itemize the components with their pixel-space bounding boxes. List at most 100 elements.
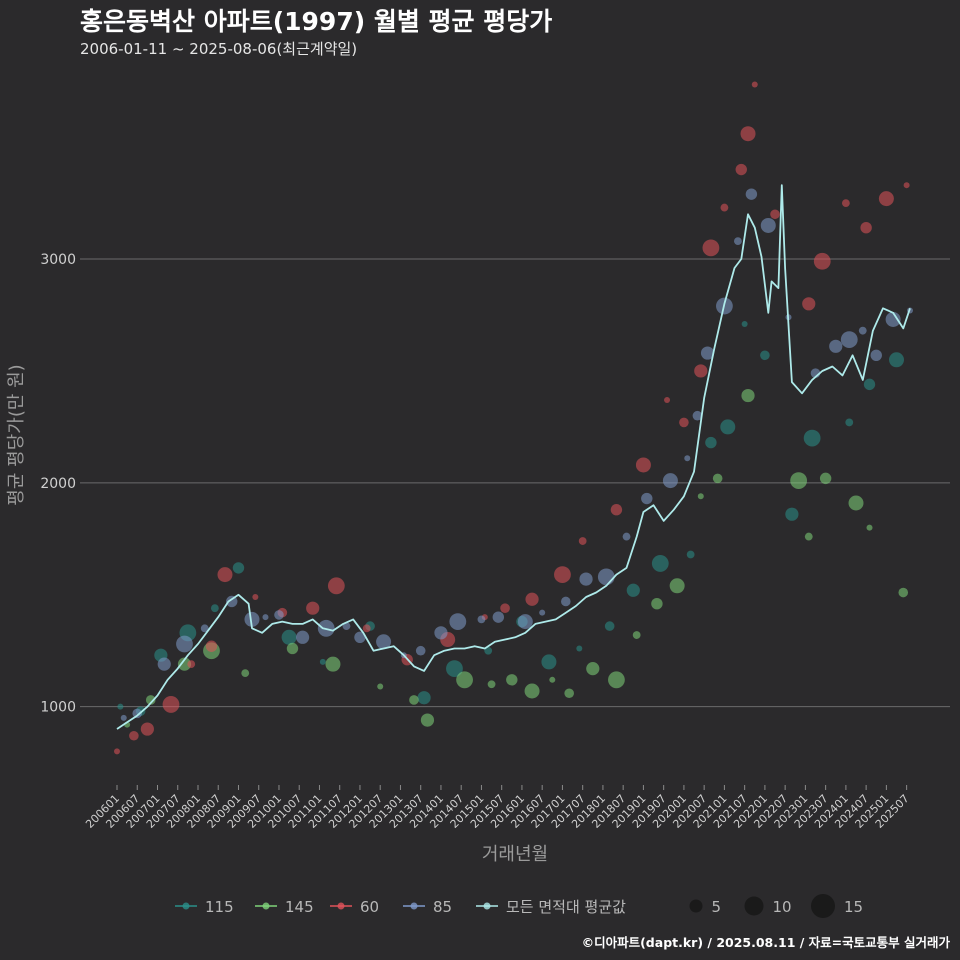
point-85: [132, 708, 143, 719]
legend-marker: [483, 902, 491, 910]
point-145: [866, 524, 873, 531]
point-145: [177, 657, 192, 671]
point-85: [226, 595, 238, 608]
legend-label: 모든 면적대 평균값: [506, 898, 626, 916]
point-115: [541, 654, 557, 670]
point-115: [417, 691, 431, 705]
size-legend-label: 15: [844, 898, 863, 916]
point-145: [487, 680, 496, 689]
point-60: [735, 163, 747, 176]
point-115: [232, 562, 245, 574]
legend: 115 145 60 85 모든 면적대 평균값 5 10 15: [175, 894, 863, 918]
point-115: [705, 436, 717, 449]
point-145: [286, 642, 299, 655]
point-85: [597, 568, 615, 586]
point-85: [745, 188, 758, 200]
point-85: [840, 331, 858, 349]
legend-marker: [410, 902, 418, 910]
point-115: [604, 621, 615, 631]
point-115: [484, 646, 493, 655]
point-60: [740, 126, 756, 142]
point-60: [140, 722, 154, 736]
point-60: [903, 182, 910, 189]
point-145: [145, 695, 156, 705]
point-145: [790, 472, 808, 490]
point-145: [456, 671, 473, 689]
point-60: [679, 417, 689, 428]
point-85: [734, 237, 742, 246]
point-60: [664, 397, 671, 404]
point-115: [281, 629, 297, 645]
point-60: [610, 504, 623, 516]
point-145: [564, 688, 574, 699]
point-145: [420, 713, 435, 727]
point-60: [635, 457, 651, 473]
size-legend-circle: [744, 896, 764, 916]
point-60: [306, 601, 320, 615]
point-85: [354, 631, 366, 643]
point-60: [217, 567, 233, 583]
chart-subtitle: 2006-01-11 ~ 2025-08-06(최근계약일): [80, 40, 357, 58]
point-85: [641, 492, 653, 505]
point-145: [712, 473, 723, 484]
point-85: [157, 657, 171, 671]
point-115: [626, 583, 640, 597]
point-60: [114, 748, 120, 755]
point-85: [858, 326, 867, 335]
point-85: [622, 532, 631, 541]
point-115: [210, 604, 219, 613]
point-85: [539, 609, 546, 616]
point-60: [525, 592, 539, 606]
point-60: [720, 203, 729, 212]
point-115: [760, 350, 770, 361]
point-60: [802, 297, 816, 311]
point-85: [477, 615, 486, 624]
y-axis-label: 평균 평당가(만 원): [6, 364, 27, 505]
legend-marker: [262, 902, 270, 910]
point-85: [579, 572, 593, 586]
point-60: [860, 222, 872, 234]
point-85: [885, 311, 901, 327]
size-legend-label: 10: [773, 898, 792, 916]
point-60: [205, 640, 218, 652]
point-145: [325, 656, 341, 672]
y-axis-ticks: 1000 2000 3000: [40, 252, 76, 716]
point-145: [651, 598, 663, 610]
point-85: [295, 630, 310, 644]
point-115: [576, 645, 583, 652]
y-tick-label: 3000: [40, 252, 76, 268]
legend-marker: [337, 902, 345, 910]
point-85: [415, 645, 426, 656]
point-145: [848, 495, 864, 511]
point-60: [878, 191, 894, 207]
point-145: [669, 578, 685, 594]
point-85: [870, 349, 882, 361]
average-line: [116, 184, 911, 730]
point-85: [449, 613, 467, 631]
point-85: [692, 410, 703, 421]
point-85: [244, 611, 260, 627]
point-85: [517, 614, 533, 630]
point-85: [662, 473, 678, 489]
point-60: [187, 660, 196, 669]
point-145: [377, 683, 384, 690]
point-145: [819, 472, 832, 485]
legend-label: 85: [433, 898, 452, 916]
point-60: [813, 252, 831, 270]
point-60: [770, 209, 780, 220]
point-85: [700, 346, 715, 360]
point-85: [200, 624, 209, 633]
point-115: [803, 429, 821, 447]
point-115: [741, 320, 748, 327]
point-60: [554, 566, 571, 584]
point-145: [697, 493, 704, 500]
point-115: [651, 555, 669, 572]
point-115: [686, 550, 695, 559]
point-60: [327, 577, 345, 595]
scatter-points: [114, 81, 913, 755]
legend-label: 115: [205, 898, 234, 916]
point-145: [632, 631, 641, 639]
point-60: [162, 696, 180, 713]
point-85: [262, 614, 269, 621]
